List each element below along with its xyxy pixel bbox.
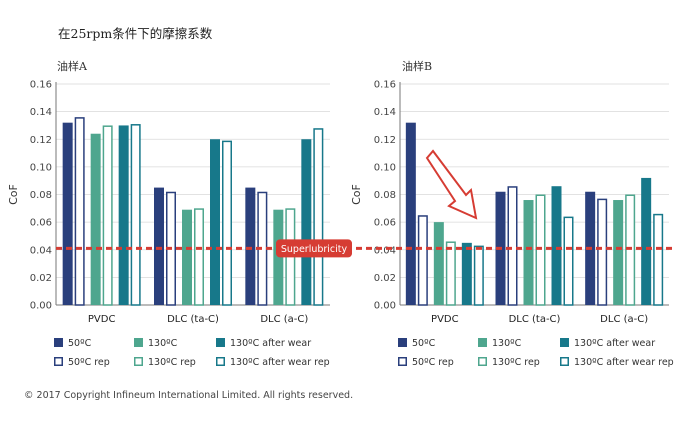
arrow-icon bbox=[425, 149, 478, 220]
category-label: DLC (ta-C) bbox=[167, 314, 219, 325]
legends: 50ºC 130ºC 130ºC after wear 50ºC rep 130ºC r… bbox=[54, 338, 674, 368]
bar bbox=[130, 124, 141, 306]
y-tick-label: 0.08 bbox=[374, 190, 396, 201]
y-tick-label: 0.10 bbox=[30, 162, 52, 173]
y-tick-label: 0.04 bbox=[374, 245, 396, 256]
y-tick-label: 0.06 bbox=[374, 218, 396, 229]
superlubricity-label: Superlubricity bbox=[281, 244, 348, 255]
y-tick-label: 0.00 bbox=[30, 301, 52, 312]
y-tick-label: 0.16 bbox=[30, 80, 52, 91]
bar bbox=[313, 128, 324, 306]
y-tick-label: 0.06 bbox=[30, 218, 52, 229]
bar bbox=[222, 140, 232, 306]
y-tick-label: 0.14 bbox=[374, 107, 396, 118]
legend-swatch bbox=[134, 357, 143, 366]
bar bbox=[405, 122, 416, 305]
panel-b-title: 油样B bbox=[402, 59, 432, 73]
y-axis-label: CoF bbox=[350, 184, 363, 205]
legend-label: 130ºC after wear bbox=[574, 338, 655, 349]
bar bbox=[62, 122, 73, 305]
category-label: PVDC bbox=[431, 314, 459, 325]
y-tick-label: 0.12 bbox=[374, 135, 396, 146]
bar bbox=[535, 194, 546, 306]
y-tick-label: 0.14 bbox=[30, 107, 52, 118]
bar bbox=[625, 194, 636, 306]
y-tick-label: 0.04 bbox=[30, 245, 52, 256]
bar bbox=[245, 187, 256, 305]
chart-panel-a: 油样A 0.00 0.02 0.04 0.06 0.08 0.10 0.12 0.14 0.16… bbox=[7, 59, 330, 325]
legend-label: 50ºC bbox=[412, 338, 436, 349]
figure-title: 在25rpm条件下的摩擦系数 bbox=[58, 26, 213, 41]
y-axis-label: CoF bbox=[7, 184, 20, 205]
bar bbox=[417, 215, 428, 306]
y-tick-label: 0.02 bbox=[374, 273, 396, 284]
bar bbox=[641, 177, 652, 305]
bar bbox=[597, 198, 608, 306]
y-tick-label: 0.12 bbox=[30, 135, 52, 146]
legend-swatch bbox=[54, 357, 63, 366]
bar bbox=[118, 125, 129, 305]
y-tick-label: 0.16 bbox=[374, 80, 396, 91]
bar bbox=[90, 133, 101, 305]
legend-swatch bbox=[560, 338, 569, 347]
legend-label: 130ºC after wear rep bbox=[230, 357, 330, 368]
legend-swatch bbox=[398, 357, 407, 366]
bar bbox=[74, 117, 85, 306]
bar bbox=[523, 200, 534, 305]
legend-label: 130ºC rep bbox=[148, 357, 196, 368]
legend-swatch bbox=[216, 338, 225, 347]
bar bbox=[102, 125, 113, 306]
legend-swatch bbox=[216, 357, 225, 366]
chart-panel-b: 油样B 0.00 0.02 0.04 0.06 0.08 0.10 0.12 0.14 0.16… bbox=[350, 59, 669, 325]
bar bbox=[445, 241, 456, 306]
bar bbox=[461, 242, 472, 305]
bar bbox=[563, 216, 574, 306]
superlubricity-label-box bbox=[276, 239, 352, 258]
legend-label: 130ºC bbox=[492, 338, 522, 349]
superlubricity-marker: Superlubricity bbox=[56, 239, 672, 258]
y-tick-label: 0.08 bbox=[30, 190, 52, 201]
legend-swatch bbox=[560, 357, 569, 366]
legend-swatch bbox=[478, 357, 487, 366]
bar bbox=[653, 213, 664, 306]
bar bbox=[154, 187, 164, 305]
category-label: DLC (a-C) bbox=[260, 314, 308, 325]
legend-swatch bbox=[54, 338, 63, 347]
bar bbox=[210, 139, 220, 305]
bar bbox=[301, 139, 312, 305]
bar bbox=[182, 209, 192, 305]
legend-swatch bbox=[398, 338, 407, 347]
legend-label: 130ºC after wear bbox=[230, 338, 311, 349]
y-tick-label: 0.10 bbox=[374, 162, 396, 173]
category-label: DLC (ta-C) bbox=[509, 314, 561, 325]
legend-label: 50ºC bbox=[68, 338, 92, 349]
legend-label: 130ºC after wear rep bbox=[574, 357, 674, 368]
legend-label: 130ºC bbox=[148, 338, 178, 349]
category-label: DLC (a-C) bbox=[600, 314, 648, 325]
legend-label: 130ºC rep bbox=[492, 357, 540, 368]
copyright-text: © 2017 Copyright Infineum International … bbox=[24, 390, 353, 401]
legend-label: 50ºC rep bbox=[68, 357, 110, 368]
bar bbox=[507, 186, 518, 306]
panel-a-title: 油样A bbox=[57, 59, 88, 73]
legend-swatch bbox=[134, 338, 143, 347]
y-tick-label: 0.00 bbox=[374, 301, 396, 312]
bar bbox=[433, 222, 444, 305]
legend-label: 50ºC rep bbox=[412, 357, 454, 368]
bar bbox=[273, 209, 284, 305]
bar bbox=[473, 245, 484, 306]
legend-swatch bbox=[478, 338, 487, 347]
y-tick-label: 0.02 bbox=[30, 273, 52, 284]
category-label: PVDC bbox=[88, 314, 116, 325]
bar bbox=[551, 186, 562, 305]
bar bbox=[613, 200, 624, 305]
bar bbox=[194, 208, 204, 306]
